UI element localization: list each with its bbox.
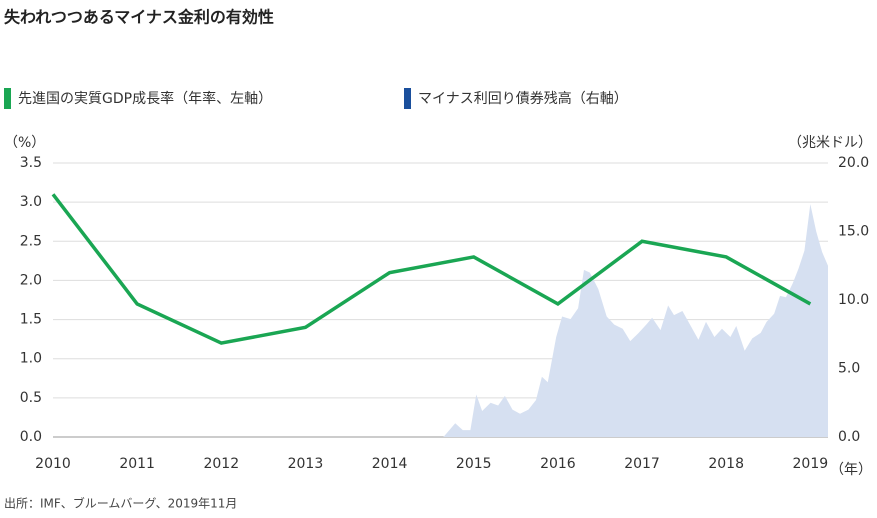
x-tick-label: 2017 [624,456,660,472]
legend-label: マイナス利回り債券残高（右軸） [418,90,628,107]
y2-tick-label: 20.0 [838,155,869,171]
legend-swatch [4,88,11,109]
legend-swatch [404,88,411,109]
line [51,193,812,345]
source-note: 出所：IMF、ブルームバーグ、2019年11月 [4,496,237,511]
y-tick-label: 0.5 [20,390,42,406]
y-tick-label: 1.0 [20,351,42,367]
y-tick-label: 3.0 [20,194,42,210]
x-tick-label: 2012 [203,456,239,472]
chart-title: 失われつつあるマイナス金利の有効性 [4,8,274,27]
y-tick-label: 3.5 [20,155,42,171]
x-tick-label: 2015 [456,456,492,472]
y-tick-label: 2.0 [20,272,42,288]
y-axis-label: （%） [4,135,45,151]
x-tick-label: 2019 [793,456,829,472]
x-tick-label: 2011 [119,456,155,472]
y2-tick-label: 15.0 [838,224,869,240]
x-axis-label: （年） [830,462,872,478]
x-tick-label: 2018 [708,456,744,472]
x-tick-label: 2014 [372,456,408,472]
y2-tick-label: 0.0 [838,429,860,445]
y2-axis-label: （兆米ドル） [788,135,872,151]
y2-tick-label: 10.0 [838,292,869,308]
y-tick-label: 2.5 [20,233,42,249]
x-tick-label: 2010 [35,456,71,472]
y-tick-label: 1.5 [20,312,42,328]
legend-label: 先進国の実質GDP成長率（年率、左軸） [18,90,272,107]
x-tick-label: 2013 [288,456,324,472]
y2-tick-label: 5.0 [838,361,860,377]
y-tick-label: 0.0 [20,429,42,445]
area [443,204,828,437]
x-tick-label: 2016 [540,456,576,472]
